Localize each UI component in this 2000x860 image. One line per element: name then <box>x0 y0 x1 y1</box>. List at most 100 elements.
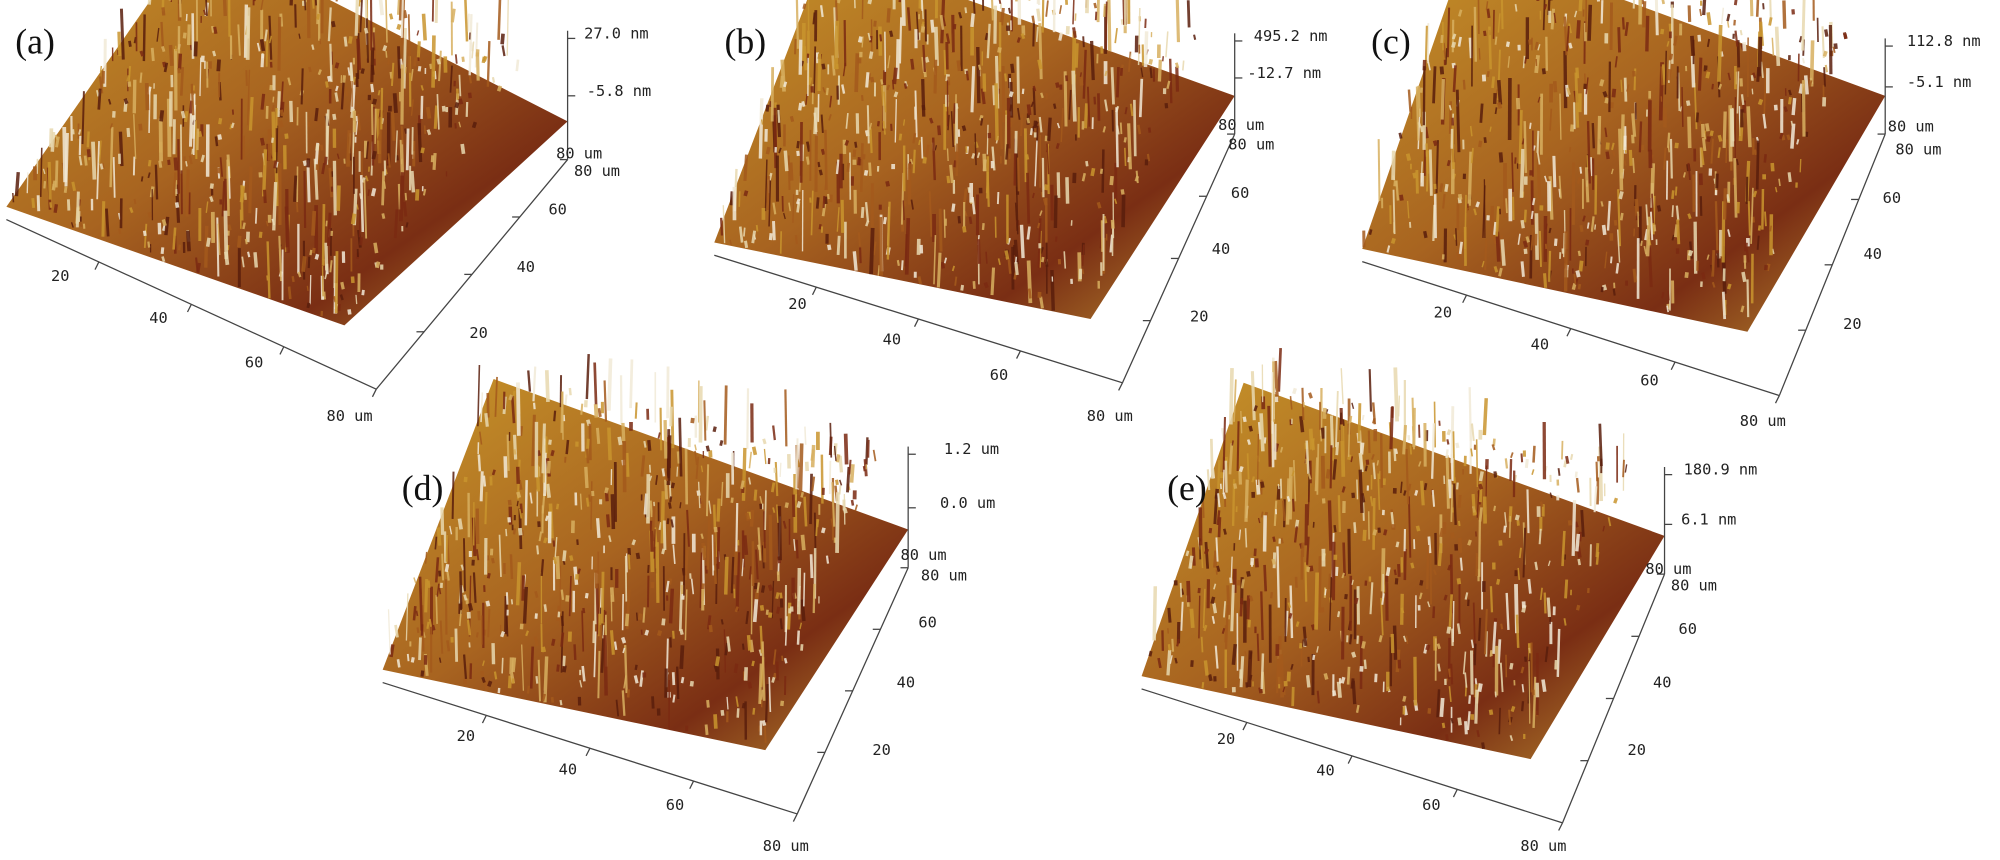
spike <box>1726 283 1732 290</box>
spike <box>560 391 564 433</box>
spike <box>1515 97 1521 110</box>
spike <box>954 276 958 286</box>
spike <box>396 0 401 15</box>
spike <box>719 440 724 447</box>
spike <box>777 109 781 123</box>
spike <box>1666 303 1671 310</box>
spike <box>509 554 514 580</box>
spike <box>1801 80 1806 137</box>
spike <box>1001 66 1006 123</box>
spike <box>1137 7 1141 66</box>
spike <box>276 91 281 117</box>
spike <box>439 620 444 654</box>
spike <box>1478 140 1483 148</box>
spike <box>86 149 91 158</box>
spike <box>1152 586 1158 641</box>
spike <box>402 10 408 19</box>
spike <box>1497 639 1502 664</box>
spike <box>1329 415 1334 448</box>
spike <box>1398 132 1403 139</box>
spike <box>669 496 673 503</box>
spike <box>1208 527 1213 534</box>
spike <box>607 358 613 411</box>
spike <box>1577 558 1581 566</box>
spike <box>363 180 368 239</box>
spike <box>713 665 718 673</box>
spike <box>1755 140 1760 190</box>
spike <box>405 593 409 641</box>
spike <box>1706 136 1711 143</box>
spike <box>1362 529 1367 541</box>
spike <box>1259 413 1265 452</box>
spike <box>1213 495 1218 525</box>
spike <box>1149 67 1153 79</box>
spike <box>261 149 268 197</box>
spike <box>581 610 585 652</box>
spike <box>1589 157 1594 177</box>
spike <box>1600 201 1604 207</box>
spike <box>1014 256 1018 264</box>
spike <box>748 477 752 485</box>
spike <box>1528 39 1533 45</box>
z-label: -12.7 nm <box>1247 64 1321 82</box>
spike <box>1536 130 1540 153</box>
spike <box>743 227 746 237</box>
spike <box>1424 25 1428 67</box>
spike <box>508 394 514 401</box>
spike <box>1477 483 1484 490</box>
spike <box>1755 0 1760 17</box>
spike <box>1570 453 1574 461</box>
spike <box>746 635 752 651</box>
spike <box>800 599 806 622</box>
x-tick-label: 60 <box>1422 796 1440 814</box>
spike <box>1757 36 1763 77</box>
spike <box>924 56 930 63</box>
spike <box>773 107 778 169</box>
spike <box>1033 120 1038 129</box>
spike <box>1032 23 1035 47</box>
spike <box>1613 497 1619 504</box>
spike <box>1078 76 1084 86</box>
spike <box>671 630 675 639</box>
spike <box>370 83 375 93</box>
spike <box>273 160 278 169</box>
spike <box>1687 213 1692 220</box>
spike <box>1383 529 1388 536</box>
spike <box>365 175 369 182</box>
spike <box>521 644 525 691</box>
spike <box>1427 62 1431 71</box>
spike <box>177 244 182 251</box>
spike <box>370 47 375 83</box>
y-tick-label: 60 <box>1883 189 1901 207</box>
spike <box>838 455 844 473</box>
spike <box>829 422 833 458</box>
spike <box>246 69 251 126</box>
spike <box>160 247 165 255</box>
spike <box>1212 602 1218 614</box>
spike <box>795 0 800 49</box>
spike <box>585 497 590 507</box>
spike <box>1403 635 1407 643</box>
spike <box>1217 517 1222 538</box>
spike <box>801 101 806 108</box>
spike <box>1060 107 1064 143</box>
spike <box>1701 272 1706 280</box>
spike <box>1594 224 1597 230</box>
spike <box>51 180 57 191</box>
spike <box>1539 587 1543 601</box>
spike <box>1143 31 1149 68</box>
spike <box>304 0 307 3</box>
surface-texture <box>12 0 520 317</box>
spike <box>668 588 675 624</box>
spike <box>1133 99 1137 157</box>
spike <box>1040 92 1044 99</box>
spike <box>53 204 59 214</box>
spike <box>1436 689 1441 718</box>
spike <box>1510 705 1516 713</box>
spike <box>49 202 53 208</box>
spike <box>600 638 605 673</box>
spike <box>1138 78 1144 118</box>
spike <box>1702 0 1707 16</box>
spike <box>795 198 801 205</box>
spike <box>363 27 369 34</box>
